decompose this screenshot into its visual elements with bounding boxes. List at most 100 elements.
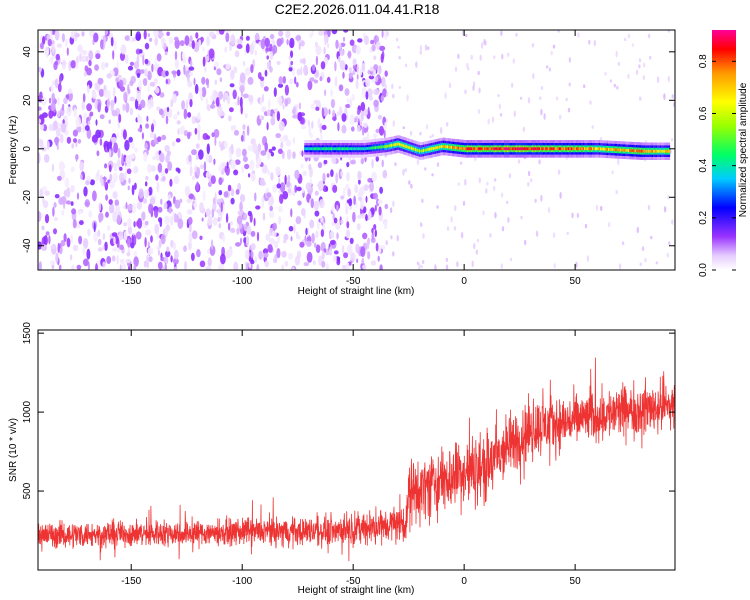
noise-dot	[539, 96, 542, 100]
noise-dot	[105, 211, 109, 218]
ridge-cell	[534, 147, 537, 151]
noise-dot	[132, 203, 136, 214]
noise-dot	[113, 236, 116, 245]
noise-dot	[138, 188, 144, 199]
noise-dot	[260, 150, 267, 156]
ridge-cell	[508, 147, 511, 151]
ridge-cell	[570, 147, 573, 151]
noise-dot	[269, 205, 274, 212]
noise-dot	[125, 165, 128, 171]
noise-dot	[639, 96, 642, 101]
noise-dot	[65, 38, 68, 48]
noise-dot	[160, 234, 166, 245]
noise-dot	[188, 193, 194, 200]
ridge-cell	[323, 147, 326, 151]
noise-dot	[312, 259, 316, 266]
noise-dot	[56, 43, 63, 48]
noise-dot	[379, 264, 383, 270]
ridge-cell	[608, 147, 611, 151]
noise-dot	[276, 248, 281, 259]
noise-dot	[671, 219, 674, 225]
noise-dot	[214, 91, 219, 97]
noise-dot	[236, 44, 243, 49]
noise-dot	[379, 45, 386, 52]
noise-dot	[319, 122, 323, 134]
ridge-cell	[410, 146, 414, 150]
ridge-cell	[518, 147, 521, 151]
noise-dot	[344, 201, 349, 209]
noise-dot	[55, 53, 60, 61]
noise-dot	[86, 67, 92, 76]
noise-dot	[446, 226, 450, 232]
tick-label: -20	[22, 190, 33, 205]
ridge-cell	[509, 147, 512, 151]
ridge-cell	[604, 147, 607, 151]
noise-dot	[106, 73, 112, 79]
noise-dot	[349, 114, 355, 125]
noise-dot	[70, 201, 74, 206]
noise-dot	[263, 252, 269, 258]
noise-dot	[360, 246, 366, 258]
ridge-cell	[662, 149, 665, 153]
ridge-cell	[647, 149, 651, 153]
noise-dot	[254, 192, 257, 202]
noise-dot	[41, 244, 48, 252]
noise-dot	[105, 194, 108, 201]
ridge-cell	[514, 147, 517, 151]
ridge-cell	[320, 147, 323, 151]
ridge-cell	[576, 147, 579, 151]
noise-dot	[194, 83, 199, 95]
ridge-cell	[631, 149, 635, 153]
noise-dot	[615, 50, 618, 58]
noise-dot	[131, 141, 135, 150]
noise-dot	[102, 245, 105, 250]
noise-dot	[154, 209, 159, 218]
tick-label: 50	[570, 576, 582, 587]
ridge-cell	[384, 145, 387, 149]
noise-dot	[47, 38, 52, 47]
noise-dot	[165, 250, 171, 258]
noise-dot	[199, 87, 203, 98]
noise-dot	[340, 170, 344, 177]
noise-dot	[42, 196, 45, 204]
ridge-cell	[344, 147, 347, 151]
noise-dot	[122, 129, 127, 140]
noise-dot	[635, 69, 639, 76]
noise-dot	[284, 84, 289, 96]
spectrogram-x-label: Height of straight line (km)	[298, 286, 415, 297]
noise-dot	[272, 257, 278, 263]
noise-dot	[478, 87, 481, 94]
noise-dot	[117, 158, 121, 168]
ridge-cell	[393, 143, 396, 147]
noise-dot	[168, 206, 172, 214]
noise-dot	[357, 196, 363, 201]
ridge-cell	[554, 147, 557, 151]
tick-label: -100	[232, 576, 252, 587]
ridge-cell	[533, 147, 536, 151]
noise-dot	[500, 263, 503, 269]
noise-dot	[169, 215, 174, 226]
ridge-cell	[634, 149, 637, 153]
noise-dot	[93, 222, 96, 233]
noise-dot	[220, 202, 223, 213]
ridge-cell	[526, 147, 529, 151]
noise-dot	[275, 133, 282, 139]
ridge-cell	[538, 147, 541, 151]
ridge-cell	[481, 147, 484, 151]
ridge-cell	[394, 143, 398, 146]
noise-dot	[214, 136, 217, 147]
noise-dot	[276, 61, 281, 65]
noise-dot	[540, 194, 543, 202]
noise-dot	[106, 225, 111, 232]
ridge-cell	[512, 147, 515, 151]
noise-dot	[491, 116, 495, 123]
noise-dot	[108, 164, 112, 173]
noise-dot	[137, 128, 143, 132]
noise-dot	[378, 65, 382, 75]
noise-dot	[286, 149, 292, 160]
noise-dot	[309, 32, 313, 39]
noise-dot	[303, 64, 309, 76]
noise-dot	[364, 35, 369, 45]
noise-dot	[111, 255, 116, 262]
noise-dot	[389, 207, 393, 214]
